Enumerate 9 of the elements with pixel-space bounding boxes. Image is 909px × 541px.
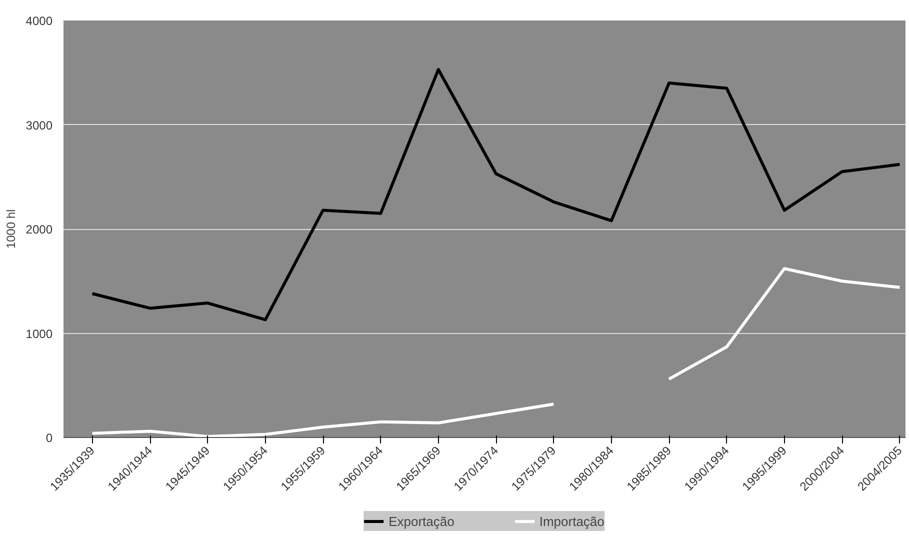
y-tick-label: 0 <box>46 431 53 445</box>
y-axis-title: 1000 hl <box>4 209 18 249</box>
y-tick-label: 4000 <box>26 14 53 28</box>
y-tick-label: 1000 <box>26 326 53 341</box>
legend-label: Importação <box>539 514 604 528</box>
y-tick-label: 2000 <box>26 222 53 236</box>
y-tick-label: 3000 <box>26 118 53 132</box>
line-series <box>90 68 902 322</box>
legend-label: Exportação <box>388 514 454 528</box>
